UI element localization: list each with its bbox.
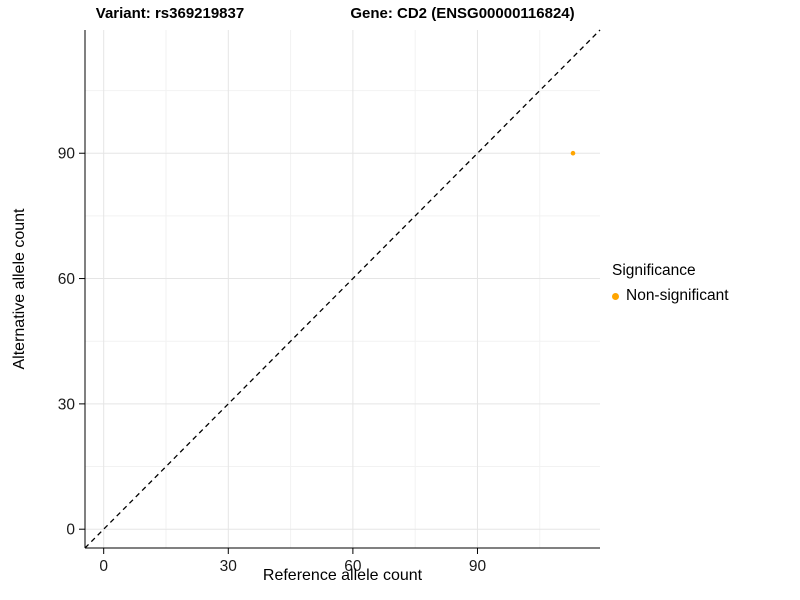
plot-title-variant: Variant: rs369219837 [95,5,245,22]
axis-lines [84,30,600,549]
legend: Significance Non-significant [612,262,729,305]
y-axis-label: Alternative allele count [11,208,28,370]
legend-title: Significance [612,262,696,279]
axis-ticks [79,152,478,554]
y-tick-label: 90 [58,146,76,163]
x-tick-label: 30 [220,558,238,575]
legend-entry: Non-significant [612,287,729,305]
tick-labels: 0 30 60 90 0 30 60 90 [58,146,487,575]
gridlines-minor [85,30,600,548]
legend-point-icon [612,292,619,300]
identity-line [84,29,601,549]
gridlines-major [85,30,600,548]
x-axis-label: Reference allele count [262,567,423,584]
data-point [570,150,576,156]
y-tick-label: 0 [66,522,75,539]
x-tick-label: 90 [469,558,487,575]
x-tick-label: 0 [99,558,108,575]
y-tick-label: 60 [58,271,76,288]
data-points [570,150,576,156]
y-tick-label: 30 [58,396,76,413]
legend-entry-label: Non-significant [626,287,729,304]
x-tick-label: 60 [344,558,362,575]
plot-title-gene: Gene: CD2 (ENSG00000116824) [350,5,575,22]
